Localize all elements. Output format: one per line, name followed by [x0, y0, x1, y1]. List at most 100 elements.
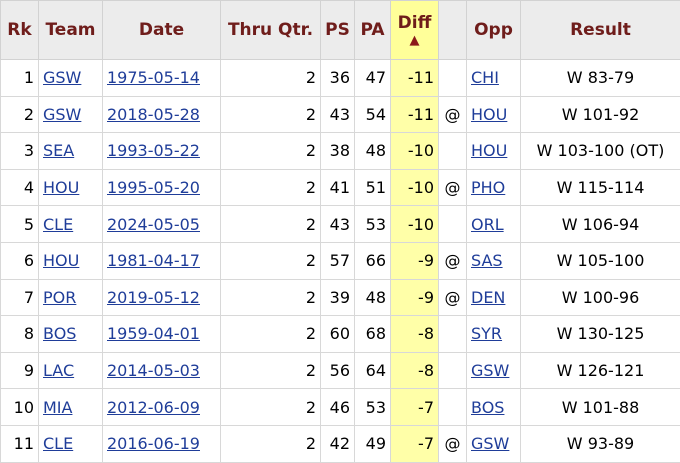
- cell-diff: -8: [391, 352, 439, 389]
- cell-location: [439, 389, 467, 426]
- cell-result: W 106-94: [521, 206, 680, 243]
- date-link[interactable]: 1959-04-01: [107, 324, 200, 343]
- cell-location: @: [439, 242, 467, 279]
- opp-link[interactable]: PHO: [471, 178, 505, 197]
- cell-ps: 46: [321, 389, 355, 426]
- team-cell: BOS: [39, 316, 103, 353]
- cell-pa: 64: [355, 352, 391, 389]
- cell-result: W 105-100: [521, 242, 680, 279]
- cell-result: W 126-121: [521, 352, 680, 389]
- cell-rk: 9: [1, 352, 39, 389]
- date-link[interactable]: 1993-05-22: [107, 141, 200, 160]
- cell-result: W 93-89: [521, 425, 680, 462]
- date-cell: 2024-05-05: [103, 206, 221, 243]
- cell-rk: 1: [1, 60, 39, 97]
- opp-link[interactable]: CHI: [471, 68, 499, 87]
- date-cell: 1995-05-20: [103, 169, 221, 206]
- date-link[interactable]: 2024-05-05: [107, 215, 200, 234]
- col-header-location[interactable]: [439, 1, 467, 60]
- cell-pa: 48: [355, 279, 391, 316]
- team-link[interactable]: LAC: [43, 361, 74, 380]
- cell-pa: 48: [355, 133, 391, 170]
- cell-location: @: [439, 425, 467, 462]
- cell-diff: -10: [391, 133, 439, 170]
- team-cell: HOU: [39, 169, 103, 206]
- cell-ps: 60: [321, 316, 355, 353]
- col-header-result[interactable]: Result: [521, 1, 680, 60]
- team-link[interactable]: CLE: [43, 215, 73, 234]
- opp-link[interactable]: HOU: [471, 105, 507, 124]
- team-link[interactable]: GSW: [43, 105, 81, 124]
- date-link[interactable]: 2019-05-12: [107, 288, 200, 307]
- col-header-rk[interactable]: Rk: [1, 1, 39, 60]
- col-header-team[interactable]: Team: [39, 1, 103, 60]
- cell-result: W 83-79: [521, 60, 680, 97]
- cell-diff: -7: [391, 389, 439, 426]
- team-link[interactable]: CLE: [43, 434, 73, 453]
- cell-diff: -11: [391, 96, 439, 133]
- sort-ascending-icon: ▲: [391, 34, 438, 47]
- team-link[interactable]: SEA: [43, 141, 74, 160]
- date-cell: 1981-04-17: [103, 242, 221, 279]
- team-link[interactable]: HOU: [43, 178, 79, 197]
- cell-thru-qtr: 2: [221, 425, 321, 462]
- opp-cell: ORL: [467, 206, 521, 243]
- cell-pa: 68: [355, 316, 391, 353]
- opp-link[interactable]: GSW: [471, 361, 509, 380]
- col-header-date[interactable]: Date: [103, 1, 221, 60]
- date-link[interactable]: 2012-06-09: [107, 398, 200, 417]
- col-header-thru-qtr[interactable]: Thru Qtr.: [221, 1, 321, 60]
- team-link[interactable]: HOU: [43, 251, 79, 270]
- opp-link[interactable]: DEN: [471, 288, 505, 307]
- opp-link[interactable]: SYR: [471, 324, 502, 343]
- cell-pa: 53: [355, 206, 391, 243]
- cell-rk: 10: [1, 389, 39, 426]
- date-link[interactable]: 2018-05-28: [107, 105, 200, 124]
- cell-ps: 41: [321, 169, 355, 206]
- team-link[interactable]: POR: [43, 288, 76, 307]
- team-link[interactable]: MIA: [43, 398, 72, 417]
- opp-link[interactable]: SAS: [471, 251, 503, 270]
- col-header-pa[interactable]: PA: [355, 1, 391, 60]
- cell-pa: 66: [355, 242, 391, 279]
- opp-link[interactable]: ORL: [471, 215, 504, 234]
- cell-ps: 56: [321, 352, 355, 389]
- date-link[interactable]: 1995-05-20: [107, 178, 200, 197]
- date-cell: 2016-06-19: [103, 425, 221, 462]
- cell-location: @: [439, 96, 467, 133]
- date-link[interactable]: 1975-05-14: [107, 68, 200, 87]
- opp-cell: HOU: [467, 133, 521, 170]
- cell-result: W 101-88: [521, 389, 680, 426]
- cell-location: @: [439, 279, 467, 316]
- date-link[interactable]: 1981-04-17: [107, 251, 200, 270]
- cell-diff: -9: [391, 242, 439, 279]
- date-cell: 2014-05-03: [103, 352, 221, 389]
- cell-location: [439, 352, 467, 389]
- team-cell: CLE: [39, 425, 103, 462]
- opp-cell: SAS: [467, 242, 521, 279]
- team-link[interactable]: GSW: [43, 68, 81, 87]
- cell-ps: 43: [321, 206, 355, 243]
- header-row: Rk Team Date Thru Qtr. PS PA Diff ▲ Opp …: [1, 1, 680, 60]
- date-cell: 2012-06-09: [103, 389, 221, 426]
- date-link[interactable]: 2014-05-03: [107, 361, 200, 380]
- col-header-ps[interactable]: PS: [321, 1, 355, 60]
- opp-link[interactable]: HOU: [471, 141, 507, 160]
- opp-cell: PHO: [467, 169, 521, 206]
- date-cell: 2019-05-12: [103, 279, 221, 316]
- opp-cell: GSW: [467, 352, 521, 389]
- opp-link[interactable]: BOS: [471, 398, 504, 417]
- cell-thru-qtr: 2: [221, 169, 321, 206]
- col-header-diff[interactable]: Diff ▲: [391, 1, 439, 60]
- date-link[interactable]: 2016-06-19: [107, 434, 200, 453]
- cell-result: W 115-114: [521, 169, 680, 206]
- cell-pa: 53: [355, 389, 391, 426]
- col-header-opp[interactable]: Opp: [467, 1, 521, 60]
- cell-diff: -8: [391, 316, 439, 353]
- team-link[interactable]: BOS: [43, 324, 76, 343]
- opp-link[interactable]: GSW: [471, 434, 509, 453]
